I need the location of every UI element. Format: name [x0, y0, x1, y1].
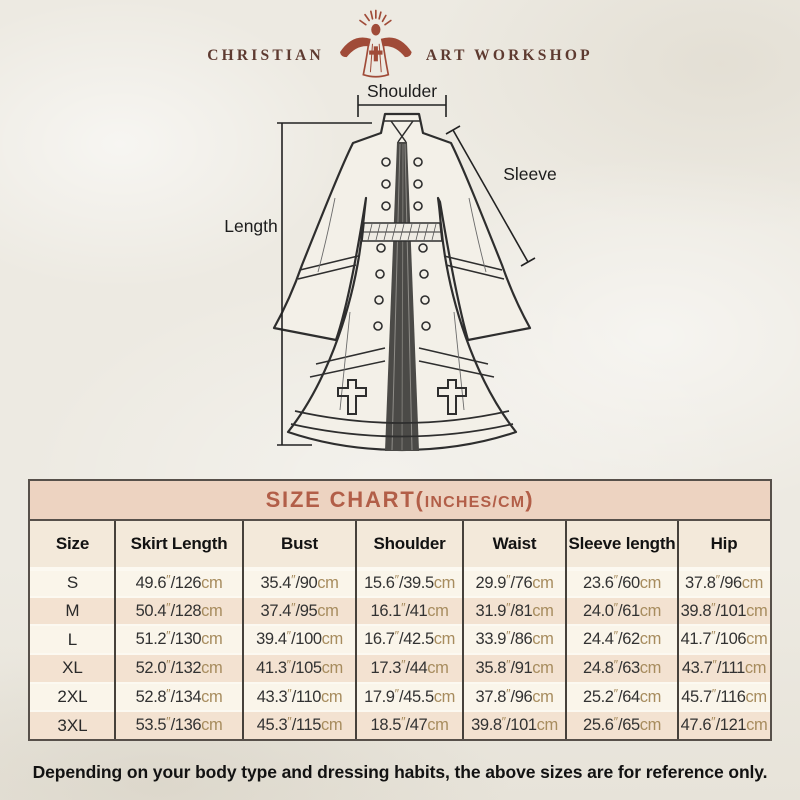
column-header-bust: Bust — [281, 534, 318, 553]
measurement-cell: 16.7″/42.5cm — [364, 629, 455, 649]
measurement-cell: 31.9″/81cm — [475, 600, 554, 620]
measurement-cell: 41.7″/106cm — [680, 629, 768, 649]
table-row-2xl: 2XL 52.8″/134cm 43.3″/110cm 17.9″/45.5cm 37.… — [30, 681, 770, 711]
column-header-size: Size — [55, 534, 90, 553]
measurement-cell: 37.8″/96cm — [475, 686, 554, 706]
measurement-cell: 43.7″/111cm — [681, 657, 767, 677]
column-header-hip: Hip — [710, 534, 738, 553]
size-chart-grid: Size Skirt Length Bust Shoulder Waist Sleeve … — [30, 521, 770, 740]
jesus-open-arms-rays-icon — [339, 9, 412, 78]
size-chart-title-units: INCHES/CM — [424, 494, 526, 511]
measurement-cell: 39.8″/101cm — [471, 715, 558, 735]
measurement-cell: 29.9″/76cm — [475, 572, 554, 592]
size-label: XL — [62, 658, 83, 678]
measurement-cell: 47.6″/121cm — [680, 715, 768, 735]
measurement-cell: 37.4″/95cm — [260, 600, 339, 620]
cassock-robe-illustration: Shoulder Length Sleeve — [224, 81, 557, 452]
column-divider — [242, 521, 244, 740]
measurement-diagram: Shoulder Length Sleeve — [200, 80, 600, 460]
measurement-cell: 49.6″/126cm — [135, 572, 223, 592]
measurement-cell: 37.8″/96cm — [685, 572, 763, 592]
cross-emblem-left — [337, 379, 367, 415]
shoulder-measure-label: Shoulder — [367, 81, 437, 101]
column-header-waist: Waist — [492, 534, 537, 553]
measurement-cell: 24.0″/61cm — [583, 600, 661, 620]
reference-footnote: Depending on your body type and dressing… — [32, 762, 768, 782]
sleeve-measure-label: Sleeve — [503, 164, 557, 184]
size-label: 2XL — [57, 687, 88, 707]
measurement-cell: 23.6″/60cm — [583, 572, 661, 592]
size-chart-title: SIZE CHART(INCHES/CM) — [30, 481, 770, 521]
column-divider — [565, 521, 567, 740]
column-divider — [355, 521, 357, 740]
table-row-3xl: 3XL 53.5″/136cm 45.3″/115cm 18.5″/47cm 39.8″… — [30, 710, 770, 740]
measurement-cell: 41.3″/105cm — [256, 657, 343, 677]
column-divider — [462, 521, 464, 740]
measurement-cell: 39.8″/101cm — [680, 600, 768, 620]
measurement-cell: 39.4″/100cm — [256, 629, 343, 649]
measurement-cell: 53.5″/136cm — [135, 715, 223, 735]
brand-logo: CHRISTIAN ART WORKSHOP — [0, 8, 800, 78]
column-header-row: Size Skirt Length Bust Shoulder Waist Sleeve … — [30, 521, 770, 567]
size-label: L — [67, 629, 78, 649]
size-label: S — [66, 573, 79, 593]
measurement-cell: 25.6″/65cm — [583, 715, 661, 735]
size-label: 3XL — [57, 715, 88, 735]
cross-emblem-right — [437, 379, 467, 415]
measurement-cell: 52.0″/132cm — [135, 657, 223, 677]
table-row-xl: XL 52.0″/132cm 41.3″/105cm 17.3″/44cm 35.8″/… — [30, 653, 770, 682]
brand-name-right: ART WORKSHOP — [425, 47, 593, 64]
measurement-cell: 51.2″/130cm — [135, 629, 223, 649]
size-chart-title-main: SIZE CHART( — [265, 487, 425, 512]
table-row-s: S 49.6″/126cm 35.4″/90cm 15.6″/39.5cm 29.9″/… — [30, 567, 770, 596]
measurement-cell: 16.1″/41cm — [370, 600, 449, 620]
length-measure-label: Length — [224, 216, 278, 236]
measurement-cell: 45.3″/115cm — [256, 715, 343, 735]
size-label: M — [65, 601, 80, 621]
measurement-cell: 25.2″/64cm — [583, 686, 661, 706]
column-header-skirt-length: Skirt Length — [130, 534, 228, 553]
measurement-cell: 33.9″/86cm — [475, 629, 554, 649]
column-header-shoulder: Shoulder — [373, 534, 446, 553]
measurement-cell: 35.8″/91cm — [475, 657, 554, 677]
measurement-cell: 43.3″/110cm — [256, 686, 343, 706]
measurement-cell: 17.9″/45.5cm — [364, 686, 455, 706]
measurement-cell: 50.4″/128cm — [135, 600, 223, 620]
measurement-cell: 24.4″/62cm — [583, 629, 661, 649]
measurement-cell: 17.3″/44cm — [370, 657, 449, 677]
column-divider — [114, 521, 116, 740]
measurement-cell: 35.4″/90cm — [260, 572, 339, 592]
column-header-sleeve-length: Sleeve length — [568, 534, 676, 553]
table-row-m: M 50.4″/128cm 37.4″/95cm 16.1″/41cm 31.9″/81… — [30, 595, 770, 625]
column-divider — [677, 521, 679, 740]
measurement-cell: 45.7″/116cm — [681, 686, 767, 706]
table-row-l: L 51.2″/130cm 39.4″/100cm 16.7″/42.5cm 33.9″… — [30, 624, 770, 654]
measurement-cell: 15.6″/39.5cm — [364, 572, 455, 592]
table-rows: S 49.6″/126cm 35.4″/90cm 15.6″/39.5cm 29.9″/… — [30, 567, 770, 740]
size-chart-title-close: ) — [525, 487, 535, 512]
measurement-cell: 52.8″/134cm — [135, 686, 223, 706]
size-chart-table: SIZE CHART(INCHES/CM) Size Skirt Length Bu… — [28, 479, 772, 742]
measurement-cell: 24.8″/63cm — [583, 657, 661, 677]
brand-name-left: CHRISTIAN — [207, 47, 324, 64]
measurement-cell: 18.5″/47cm — [370, 715, 449, 735]
